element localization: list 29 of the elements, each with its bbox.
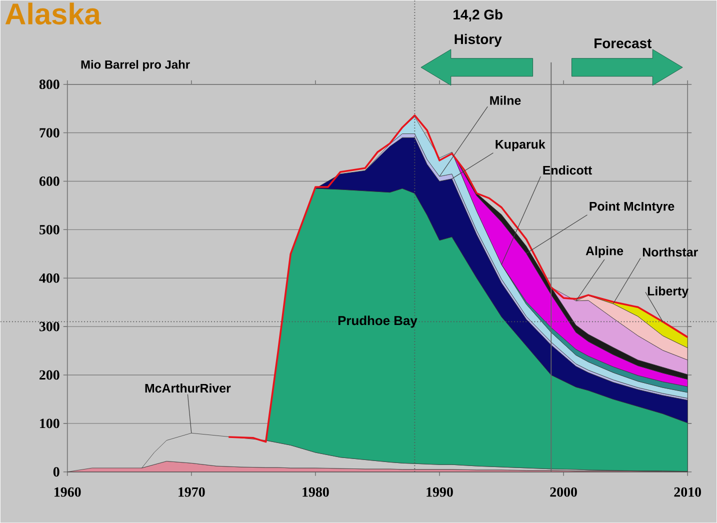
text: 14,2 Gb [454, 9, 502, 22]
chart-title: Alaska [5, 2, 102, 25]
y-tick-label: 200 [40, 370, 60, 380]
y-tick-label: 0 [53, 467, 60, 477]
x-tick-label: 1970 [178, 487, 205, 497]
annotation: Endicott [543, 166, 592, 175]
annotation: Liberty [648, 286, 689, 298]
annotation: Kuparuk [496, 140, 546, 152]
y-tick-label: 300 [39, 322, 60, 332]
text: History [454, 34, 502, 47]
y-tick-label: 100 [40, 418, 60, 428]
x-tick-label: 2000 [550, 487, 577, 497]
y-tick-label: 400 [39, 273, 60, 283]
annotation: Point McIntyre [590, 202, 674, 214]
x-tick-label: 1990 [426, 487, 453, 497]
y-axis-title: Mio Barrel pro Jahr [81, 60, 190, 72]
x-tick-label: 1980 [302, 487, 329, 497]
y-tick-label: 700 [40, 128, 60, 138]
x-tick-label: 2010 [674, 487, 701, 497]
text: Forecast [594, 38, 652, 48]
x-tick-label: 1960 [54, 487, 81, 497]
y-tick-label: 800 [39, 80, 60, 90]
annotation: Northstar [642, 247, 698, 257]
annotation: Alpine [586, 246, 624, 258]
y-tick-label: 500 [40, 225, 60, 234]
annotation: McArthurRiver [145, 384, 231, 393]
y-tick-label: 600 [39, 176, 60, 186]
annotation: Prudhoe Bay [338, 316, 418, 328]
annotation: Milne [490, 96, 521, 105]
